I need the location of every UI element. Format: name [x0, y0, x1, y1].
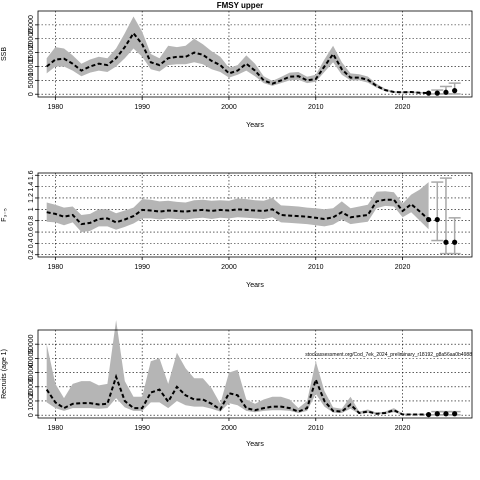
x-tick-label: 1990 [134, 264, 150, 271]
confidence-band [46, 182, 429, 232]
x-tick-label: 2010 [308, 264, 324, 271]
y-tick-label: 20000 [28, 377, 35, 397]
x-axis-label: Years [246, 122, 264, 129]
x-tick-label: 1980 [48, 104, 64, 111]
x-axis-label: Years [246, 282, 264, 289]
y-axis-label: Recruits (age 1) [1, 349, 8, 399]
y-tick-label: 1.6 [28, 170, 35, 180]
y-axis-label: F₃₋₅ [1, 208, 8, 222]
terminal-point [426, 216, 432, 223]
forecast-point [452, 239, 458, 245]
y-tick-label: 25000 [28, 15, 35, 35]
plot-frame [37, 329, 473, 419]
x-tick-label: 2000 [221, 264, 237, 271]
panel-1: 1980 1990 2000 2010 2020 0 5000100001500020000… [1, 10, 473, 129]
y-tick-label: 0.2 [28, 250, 35, 260]
forecast-point [443, 239, 449, 245]
estimate-line [46, 198, 430, 226]
terminal-point [426, 411, 432, 418]
panel-3: 1980 1990 2000 2010 2020 0 1000020000300004000… [1, 320, 473, 448]
y-tick-label: 50000 [28, 334, 35, 354]
y-tick-label: 0.8 [28, 216, 35, 226]
terminal-point [426, 90, 432, 96]
forecast-point [452, 88, 458, 94]
y-tick-label: 1 [28, 207, 35, 211]
y-tick-label: 0.4 [28, 238, 35, 248]
y-tick-label: 0 [28, 92, 35, 96]
plot-frame [37, 172, 473, 258]
y-tick-label: 5000 [28, 73, 35, 89]
estimate-line [45, 373, 429, 416]
figure-title: FMSY upper [217, 1, 264, 10]
forecast-point [443, 411, 449, 417]
x-tick-label: 1990 [134, 104, 150, 111]
estimate-line [46, 31, 429, 95]
x-tick-label: 2010 [308, 104, 324, 111]
forecast-point [434, 90, 440, 96]
y-tick-label: 0.6 [28, 227, 35, 237]
forecast-point [443, 89, 449, 95]
y-tick-label: 30000 [28, 363, 35, 383]
forecast-point [434, 411, 440, 417]
y-tick-label: 10000 [28, 391, 35, 411]
x-tick-label: 2010 [308, 425, 324, 432]
confidence-band [46, 16, 429, 94]
y-tick-label: 1.2 [28, 193, 35, 203]
y-tick-label: 15000 [28, 43, 35, 63]
forecast-point [434, 216, 440, 223]
x-tick-label: 2020 [395, 425, 411, 432]
x-tick-label: 2020 [395, 264, 411, 271]
source-annotation: stockassessment.org/Cod_7ek_2024_prelimi… [305, 352, 472, 358]
x-tick-label: 2020 [395, 104, 411, 111]
y-tick-label: 40000 [28, 349, 35, 369]
panels: 1980 1990 2000 2010 202005000100001500020000… [1, 10, 473, 448]
forecast-point [452, 411, 458, 417]
y-tick-label: 10000 [28, 57, 35, 77]
y-tick-label: 0 [28, 413, 35, 417]
x-tick-label: 1980 [48, 425, 64, 432]
y-tick-label: 20000 [28, 29, 35, 49]
x-tick-label: 1990 [134, 425, 150, 432]
panel-2: 1980 1990 2000 2010 2020 0.2 0.40.60.8 1 1.21.4 1… [1, 170, 473, 289]
plot-frame [37, 10, 473, 98]
x-tick-label: 2000 [221, 425, 237, 432]
y-tick-label: 1.4 [28, 182, 35, 192]
y-axis-label: SSB [1, 47, 8, 61]
x-tick-label: 1980 [48, 264, 64, 271]
x-axis-label: Years [246, 441, 264, 448]
x-tick-label: 2000 [221, 104, 237, 111]
